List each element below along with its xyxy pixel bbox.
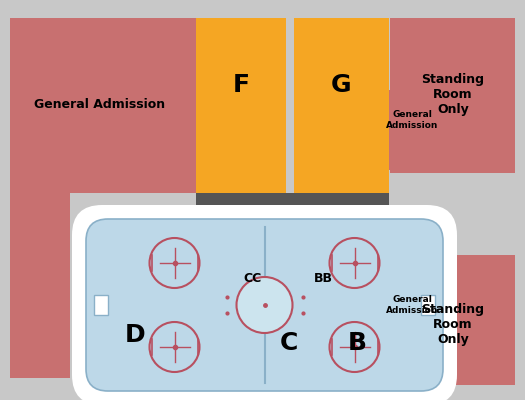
Bar (390, 255, 515, 385)
Bar (355, 90, 390, 170)
Bar (220, 258, 287, 300)
Bar (196, 18, 286, 148)
Bar (290, 258, 357, 300)
Text: B: B (348, 331, 366, 355)
Bar (196, 148, 286, 193)
Bar (75, 270, 195, 385)
FancyBboxPatch shape (86, 219, 443, 391)
Text: Standing
Room
Only: Standing Room Only (422, 74, 485, 116)
Bar (290, 300, 357, 385)
Text: G: G (331, 73, 351, 97)
Text: General
Admission: General Admission (386, 110, 438, 130)
Text: Standing
Room
Only: Standing Room Only (422, 304, 485, 346)
Circle shape (236, 277, 292, 333)
Bar (390, 18, 515, 173)
FancyBboxPatch shape (72, 205, 457, 400)
Bar (355, 255, 390, 385)
Bar (294, 148, 389, 193)
Text: BB: BB (313, 272, 332, 284)
Bar (94, 295, 108, 315)
Bar (10, 193, 70, 378)
Bar (196, 193, 389, 211)
Text: CC: CC (244, 272, 262, 284)
Text: F: F (233, 73, 249, 97)
Text: C: C (280, 331, 298, 355)
Bar (220, 300, 357, 385)
Text: D: D (125, 323, 145, 347)
Bar (294, 18, 389, 148)
Text: General
Admission: General Admission (386, 295, 438, 315)
Text: General Admission: General Admission (35, 98, 165, 112)
Bar (355, 255, 393, 385)
Bar (10, 18, 205, 193)
Bar (421, 295, 435, 315)
